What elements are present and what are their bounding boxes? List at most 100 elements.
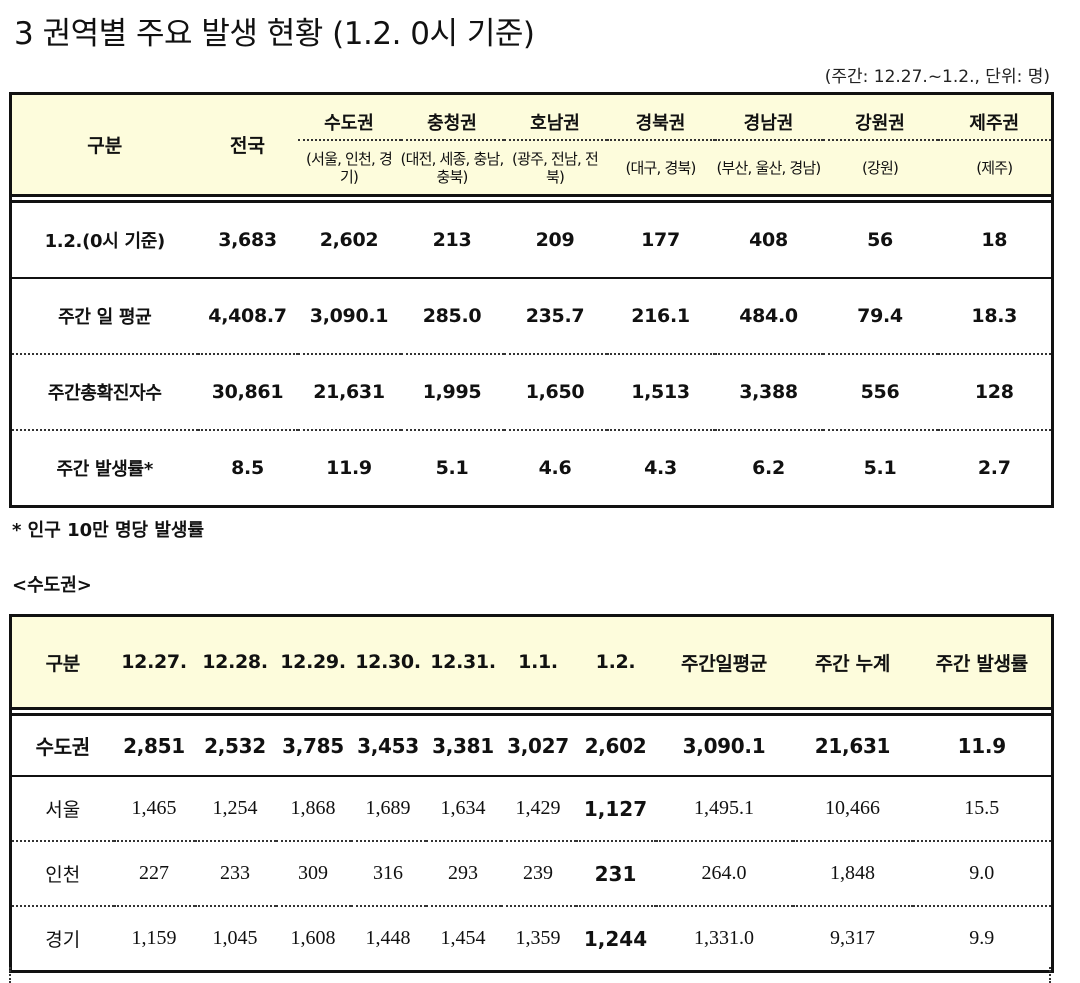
table-cell: 1,650: [503, 354, 607, 431]
region-name: 제주권: [937, 93, 1053, 141]
table-header-row: 구분 전국 수도권 충청권 호남권 경북권 경남권 강원권 제주권: [10, 93, 1053, 157]
column-header: 1.1.: [500, 615, 576, 710]
regional-summary-body: 1.2.(0시 기준) 3,683 2,602 213 209 177 408 56 18 주간 …: [10, 201, 1053, 507]
table-row: 주간총확진자수 30,861 21,631 1,995 1,650 1,513 3,388 5…: [10, 354, 1053, 431]
table-cell: 128: [937, 354, 1053, 431]
table-cell: 1,634: [425, 776, 501, 842]
table-cell: 293: [425, 841, 501, 907]
column-header: 12.27.: [113, 615, 195, 710]
table-cell: 1,848: [792, 841, 913, 907]
capital-region-table: 구분 12.27. 12.28. 12.29. 12.30. 12.31. 1.1. 1.2.…: [9, 614, 1054, 973]
table-row: 1.2.(0시 기준) 3,683 2,602 213 209 177 408 56 18: [10, 201, 1053, 279]
page-title: 3 권역별 주요 발생 현황 (1.2. 0시 기준): [14, 16, 535, 52]
table-cell: 9.0: [912, 841, 1053, 907]
table-cell: 177: [606, 201, 715, 279]
table-cell: 233: [194, 841, 276, 907]
region-sub: (강원): [861, 158, 899, 177]
row-label: 1.2.(0시 기준): [10, 201, 198, 279]
table-cell: 2,532: [194, 714, 276, 777]
table-cell: 1,331.0: [655, 906, 793, 973]
header-separator: [10, 708, 1053, 716]
table-row: 서울 1,465 1,254 1,868 1,689 1,634 1,429 1,127 1,4…: [10, 776, 1053, 842]
table-header-row: 구분 12.27. 12.28. 12.29. 12.30. 12.31. 1.1. 1.2.…: [10, 615, 1053, 710]
table-cell: 1,608: [275, 906, 351, 973]
table-cell: 3,027: [500, 714, 576, 777]
table-cell: 3,090.1: [297, 278, 401, 355]
table-cell: 3,785: [275, 714, 351, 777]
header-gubun: 구분: [87, 135, 123, 157]
table-cell: 3,090.1: [655, 714, 793, 777]
table-cell: 1,045: [194, 906, 276, 973]
column-header: 주간일평균: [655, 615, 793, 710]
column-header: 주간 발생률: [912, 615, 1053, 710]
region-sub: (부산, 울산, 경남): [716, 158, 822, 177]
region-sub: (제주): [976, 158, 1013, 177]
header-separator: [10, 194, 1053, 203]
column-header: 주간 누계: [792, 615, 913, 710]
region-name: 수도권: [297, 93, 401, 141]
header-total: 전국: [230, 135, 265, 157]
row-label: 주간총확진자수: [10, 354, 198, 431]
table-row-total: 수도권 2,851 2,532 3,785 3,453 3,381 3,027 2,602 3,…: [10, 714, 1053, 777]
table-cell: 556: [822, 354, 938, 431]
table-cell: 2,851: [113, 714, 195, 777]
table-cell: 4.3: [644, 457, 677, 479]
table-cell: 11.9: [326, 457, 372, 479]
table-cell: 10,466: [792, 776, 913, 842]
table-cell: 5.1: [435, 457, 469, 479]
table-cell: 4.6: [538, 457, 572, 479]
section-title: <수도권>: [12, 575, 92, 596]
table-cell: 79.4: [822, 278, 938, 355]
region-sub: (광주, 전남, 전북): [512, 149, 599, 186]
table-cell: 231: [575, 841, 656, 907]
row-label: 인천: [10, 841, 114, 907]
table-row: 주간 일 평균 4,408.7 3,090.1 285.0 235.7 216.1 484.…: [10, 278, 1053, 355]
table-cell: 1,359: [500, 906, 576, 973]
footnote: * 인구 10만 명당 발생률: [12, 520, 205, 541]
table-cell: 18: [937, 201, 1053, 279]
region-name: 충청권: [400, 93, 504, 141]
row-label: 경기: [10, 906, 114, 973]
table-cell: 1,868: [275, 776, 351, 842]
table-cell: 1,995: [400, 354, 504, 431]
table-cell: 56: [822, 201, 938, 279]
table-cell: 239: [500, 841, 576, 907]
table-cell: 9,317: [792, 906, 913, 973]
row-label: 주간 일 평균: [10, 278, 198, 355]
column-header: 12.31.: [425, 615, 501, 710]
table-cell: 5.1: [863, 457, 897, 479]
table-cell: 1,244: [575, 906, 656, 973]
table-cell: 1,454: [425, 906, 501, 973]
table-cell: 227: [113, 841, 195, 907]
column-header: 12.28.: [194, 615, 276, 710]
table-cell: 21,631: [297, 354, 401, 431]
region-sub: (대구, 경북): [625, 158, 696, 177]
table-row: 인천 227 233 309 316 293 239 231 264.0 1,848 9.0: [10, 841, 1053, 907]
table-continuation: [9, 967, 1051, 983]
table-cell: 235.7: [503, 278, 607, 355]
table-cell: 213: [400, 201, 504, 279]
table-cell: 309: [275, 841, 351, 907]
column-header: 구분: [10, 615, 114, 710]
table-cell: 1,513: [606, 354, 715, 431]
table-cell: 6.2: [752, 457, 785, 479]
table-cell: 2,602: [297, 201, 401, 279]
row-label: 수도권: [10, 714, 114, 777]
table-cell: 21,631: [792, 714, 913, 777]
table-cell: 1,465: [113, 776, 195, 842]
region-name: 강원권: [822, 93, 938, 141]
table-cell: 11.9: [912, 714, 1053, 777]
table-cell: 1,159: [113, 906, 195, 973]
table-cell: 1,689: [350, 776, 426, 842]
table-cell: 1,254: [194, 776, 276, 842]
row-label: 서울: [10, 776, 114, 842]
table-cell: 18.3: [937, 278, 1053, 355]
row-label: 주간 발생률*: [56, 459, 154, 480]
table-cell: 2.7: [977, 457, 1011, 479]
table-cell: 3,388: [714, 354, 823, 431]
table-cell: 2,602: [575, 714, 656, 777]
unit-note: (주간: 12.27.~1.2., 단위: 명): [824, 67, 1050, 87]
table-cell: 30,861: [197, 354, 298, 431]
column-header: 1.2.: [575, 615, 656, 710]
table-cell: 1,495.1: [655, 776, 793, 842]
